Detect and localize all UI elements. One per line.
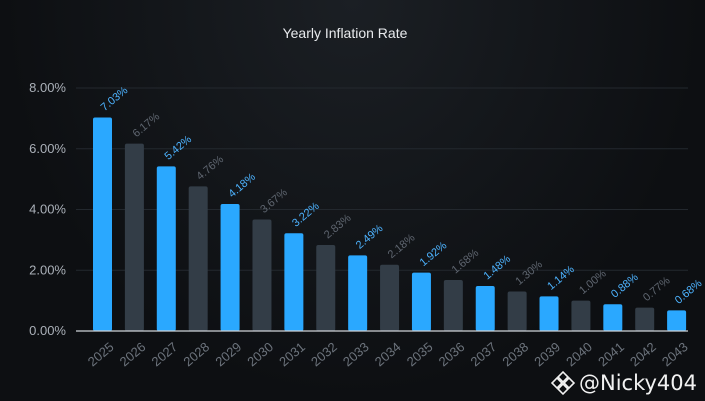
data-label: 1.48% xyxy=(481,253,513,282)
y-tick-label: 8.00% xyxy=(29,80,66,95)
x-tick-label: 2030 xyxy=(244,339,276,369)
bar xyxy=(667,310,687,331)
data-label: 1.68% xyxy=(450,247,482,276)
y-tick-label: 2.00% xyxy=(29,262,66,277)
x-tick-label: 2038 xyxy=(499,339,531,369)
bar xyxy=(188,186,208,331)
x-tick-label: 2041 xyxy=(595,339,627,369)
bar xyxy=(124,143,144,331)
bar xyxy=(411,272,431,331)
x-tick-label: 2043 xyxy=(659,339,691,369)
data-label: 0.68% xyxy=(673,277,705,306)
x-tick-label: 2035 xyxy=(404,339,436,369)
data-label: 0.77% xyxy=(641,275,673,304)
x-tick-label: 2037 xyxy=(468,339,500,369)
x-tick-label: 2032 xyxy=(308,339,340,369)
x-axis-ticks: 2025 2026 2027 2028 2029 2030 2031 2032 2033 2034… xyxy=(85,339,691,369)
y-tick-label: 4.00% xyxy=(29,202,66,217)
x-tick-label: 2026 xyxy=(117,339,149,369)
data-label: 6.17% xyxy=(131,111,163,140)
data-label: 3.67% xyxy=(258,186,290,215)
data-label: 1.92% xyxy=(418,240,450,269)
x-tick-label: 2027 xyxy=(149,339,181,369)
x-tick-label: 2034 xyxy=(372,339,404,369)
data-label: 2.83% xyxy=(322,212,354,241)
binance-logo-icon xyxy=(550,371,575,395)
data-label: 4.18% xyxy=(226,171,258,200)
data-label: 1.00% xyxy=(577,268,609,297)
bar xyxy=(93,117,112,332)
x-tick-label: 2039 xyxy=(531,339,563,369)
bar xyxy=(252,219,272,331)
data-label: 0.88% xyxy=(609,271,641,300)
bar xyxy=(571,300,591,331)
data-label: 7.03% xyxy=(99,84,131,113)
bar xyxy=(539,296,559,331)
bars xyxy=(93,117,687,332)
bar xyxy=(475,286,495,331)
x-tick-label: 2033 xyxy=(340,339,372,369)
bar xyxy=(348,255,368,331)
x-tick-label: 2036 xyxy=(436,339,468,369)
data-label: 2.49% xyxy=(354,222,386,251)
x-tick-label: 2040 xyxy=(563,339,595,369)
x-tick-label: 2029 xyxy=(212,339,244,369)
y-tick-label: 6.00% xyxy=(29,141,66,156)
bar xyxy=(635,307,655,331)
bar xyxy=(443,279,463,331)
y-axis-ticks: 0.00% 2.00% 4.00% 6.00% 8.00% xyxy=(29,80,66,338)
x-tick-label: 2028 xyxy=(180,339,212,369)
x-tick-label: 2031 xyxy=(276,339,308,369)
bar xyxy=(380,264,400,331)
x-tick-label: 2042 xyxy=(627,339,659,369)
data-label: 1.30% xyxy=(513,258,545,287)
chart-title: Yearly Inflation Rate xyxy=(283,25,408,41)
data-label: 4.76% xyxy=(194,153,226,182)
x-tick-label: 2025 xyxy=(85,339,117,369)
watermark: @Nicky404 xyxy=(550,371,697,395)
watermark-text: @Nicky404 xyxy=(578,371,697,395)
y-tick-label: 0.00% xyxy=(29,323,66,338)
bar xyxy=(284,233,304,331)
bar xyxy=(507,291,527,331)
data-label: 3.22% xyxy=(290,200,322,229)
bar xyxy=(603,304,623,331)
data-label: 5.42% xyxy=(163,133,195,162)
data-label: 2.18% xyxy=(386,232,418,261)
bar xyxy=(316,245,336,331)
data-label: 1.14% xyxy=(545,263,577,292)
bar xyxy=(156,166,176,331)
bar xyxy=(220,204,240,331)
